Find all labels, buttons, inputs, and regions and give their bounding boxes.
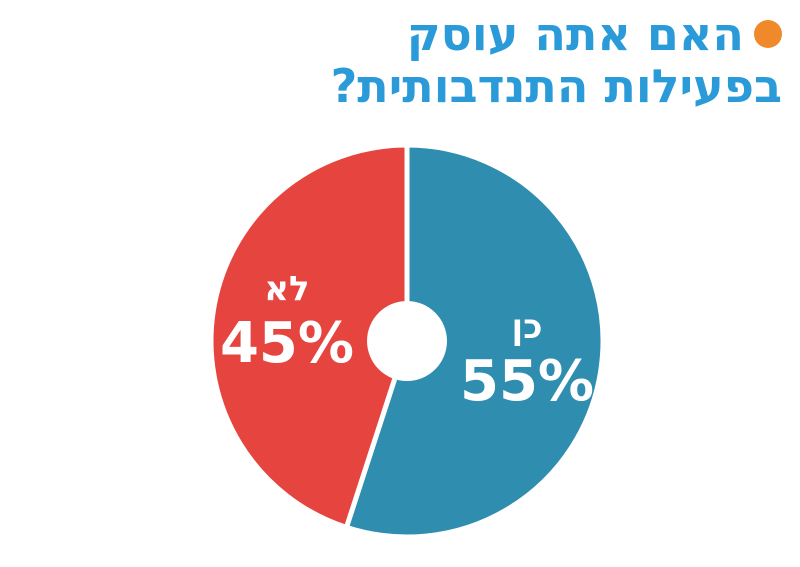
pie-slice-yes xyxy=(343,142,606,540)
pie-slice-no xyxy=(208,142,410,530)
slice-value-label-yes: 55% xyxy=(460,349,594,414)
chart-title-line-2: בפעילות התנדבותית? xyxy=(330,59,782,113)
donut-hole xyxy=(367,301,447,381)
title-bullet-icon xyxy=(754,19,782,48)
pie-slices xyxy=(208,142,606,540)
slice-category-label-no: לא xyxy=(264,269,309,309)
chart-title-line-1: האם אתה עוסק xyxy=(222,8,782,60)
slice-category-label-yes: כן xyxy=(512,307,543,347)
chart-title-line-1-text: האם אתה עוסק xyxy=(406,7,744,61)
slice-value-label-no: 45% xyxy=(220,311,354,376)
chart-title: האם אתה עוסק בפעילות התנדבותית? xyxy=(222,8,782,112)
